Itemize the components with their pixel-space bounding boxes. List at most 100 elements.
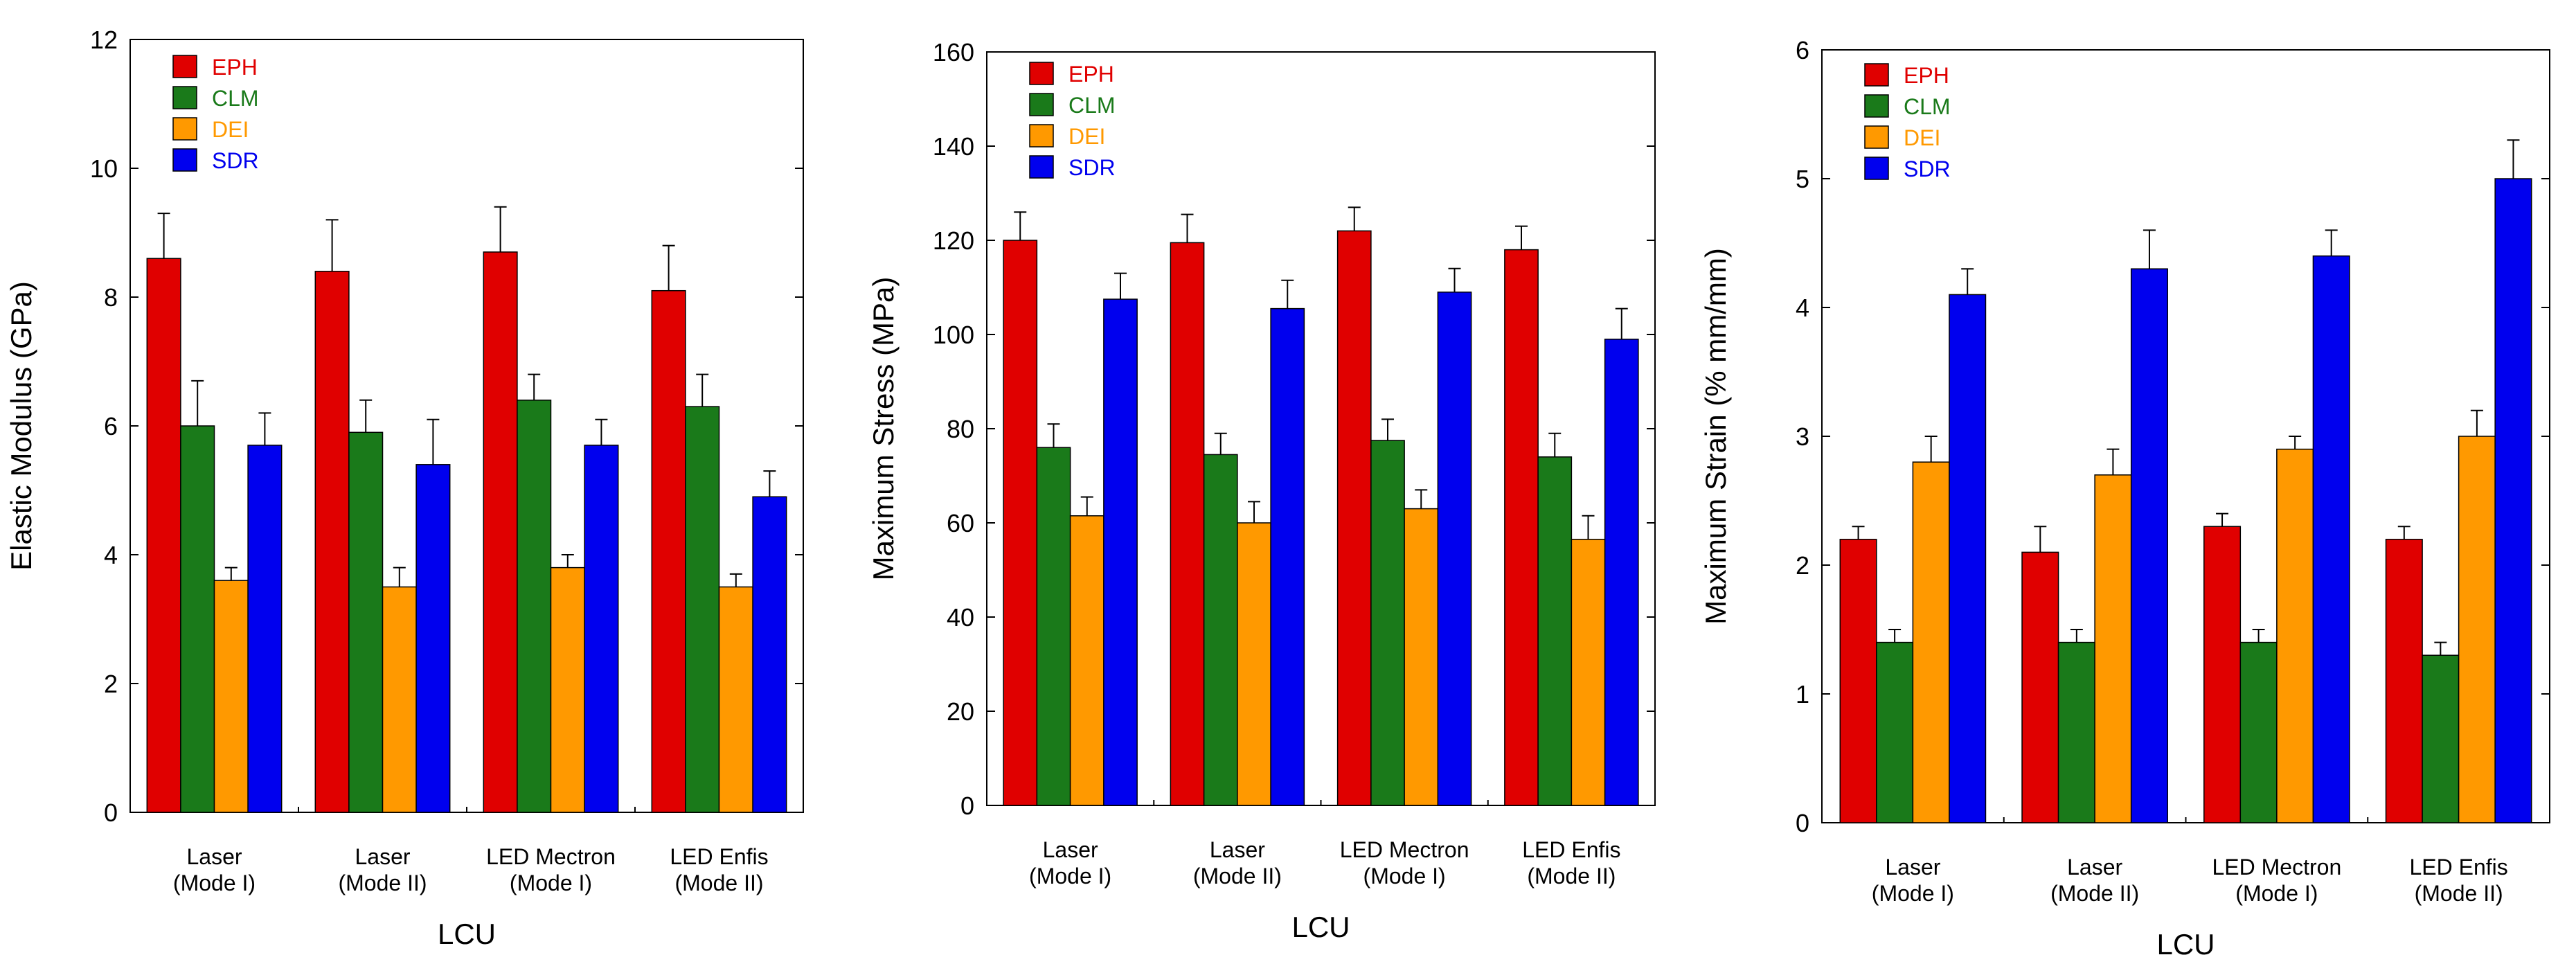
- bar-clm: [1203, 454, 1238, 806]
- legend-label-clm: CLM: [1904, 94, 1951, 119]
- legend-swatch-sdr: [1864, 157, 1889, 180]
- bar-sdr: [415, 464, 451, 813]
- bar-clm: [1876, 641, 1914, 823]
- y-tick-label: 2: [104, 670, 118, 698]
- y-tick-label: 40: [947, 603, 974, 632]
- x-tick-label: LED Enfis: [670, 844, 768, 869]
- legend-label-sdr: SDR: [1904, 157, 1951, 181]
- chart-maximum-stress: 0 20 40 60 80 100 120 140 160 Maximum Stress (MPa…: [867, 38, 1656, 943]
- bar-dei: [1069, 515, 1104, 806]
- y-tick-label: 4: [104, 541, 118, 569]
- bar-sdr: [584, 445, 619, 813]
- legend-swatch-clm: [172, 86, 197, 109]
- legend-swatch-clm: [1864, 94, 1889, 118]
- x-tick-label: (Mode II): [1527, 864, 1616, 889]
- bar-eph: [314, 271, 350, 813]
- y-tick-label: 12: [90, 26, 118, 54]
- y-tick-label: 6: [1796, 36, 1809, 64]
- bar-clm: [685, 406, 720, 813]
- bar-eph: [1504, 249, 1539, 806]
- y-tick-label: 5: [1796, 165, 1809, 193]
- legend-swatch-eph: [172, 55, 197, 78]
- bar-clm: [2239, 641, 2278, 823]
- x-tick-label: LED Mectron: [2212, 855, 2342, 880]
- y-tick-label: 1: [1796, 680, 1809, 708]
- bar-eph: [1170, 242, 1205, 806]
- legend-label-clm: CLM: [212, 86, 259, 111]
- legend-swatch-dei: [1864, 125, 1889, 149]
- bar-sdr: [2494, 178, 2532, 823]
- bar-dei: [718, 586, 753, 813]
- x-tick-label: (Mode I): [2235, 881, 2318, 906]
- legend-label-eph: EPH: [1068, 62, 1114, 87]
- legend-label-clm: CLM: [1068, 93, 1116, 118]
- y-tick-label: 0: [960, 792, 974, 820]
- x-tick-label: Laser: [186, 844, 242, 869]
- bar-clm: [1036, 447, 1071, 806]
- y-tick-label: 20: [947, 697, 974, 726]
- bar-clm: [2422, 654, 2460, 823]
- bar-clm: [1370, 440, 1405, 806]
- y-tick-label: 120: [933, 226, 974, 255]
- legend-swatch-dei: [172, 117, 197, 141]
- legend-swatch-sdr: [172, 148, 197, 172]
- y-tick-label: 160: [933, 38, 974, 66]
- bar-dei: [2276, 448, 2314, 823]
- bar-dei: [1571, 539, 1606, 806]
- bar-dei: [382, 586, 417, 813]
- legend-swatch-sdr: [1029, 155, 1054, 179]
- bar-sdr: [2312, 255, 2350, 823]
- x-axis-label: LCU: [2156, 928, 2215, 961]
- bar-eph: [2021, 551, 2059, 823]
- bar-clm: [2057, 641, 2095, 823]
- x-tick-label: (Mode I): [1363, 864, 1446, 889]
- x-tick-label: (Mode I): [510, 871, 592, 895]
- bar-eph: [1003, 240, 1038, 806]
- bar-clm: [517, 400, 552, 813]
- y-axis-label: Maximum Stress (MPa): [867, 277, 900, 581]
- y-tick-label: 140: [933, 132, 974, 161]
- bar-dei: [1237, 522, 1271, 806]
- legend-label-sdr: SDR: [212, 148, 259, 173]
- y-tick-label: 8: [104, 283, 118, 312]
- legend-swatch-dei: [1029, 124, 1054, 148]
- y-tick-label: 4: [1796, 294, 1809, 322]
- x-tick-label: Laser: [1043, 837, 1098, 862]
- bar-eph: [1839, 539, 1877, 823]
- bar-clm: [1537, 456, 1573, 806]
- x-tick-label: Laser: [355, 844, 410, 869]
- y-tick-label: 3: [1796, 422, 1809, 451]
- legend-label-dei: DEI: [1904, 125, 1940, 150]
- bar-sdr: [1270, 307, 1305, 806]
- bar-dei: [1404, 508, 1439, 806]
- bar-clm: [180, 425, 215, 813]
- bar-sdr: [1103, 298, 1138, 806]
- bar-eph: [483, 251, 518, 813]
- bar-eph: [2385, 539, 2423, 823]
- legend-swatch-eph: [1864, 63, 1889, 87]
- x-tick-label: LED Mectron: [486, 844, 616, 869]
- legend-label-eph: EPH: [1904, 63, 1949, 88]
- x-tick-label: LED Enfis: [1522, 837, 1620, 862]
- x-axis-label: LCU: [1291, 911, 1350, 943]
- x-tick-label: Laser: [1885, 855, 1940, 880]
- y-tick-label: 6: [104, 412, 118, 440]
- x-tick-label: (Mode I): [173, 871, 256, 895]
- legend-swatch-eph: [1029, 62, 1054, 85]
- bar-sdr: [1437, 292, 1472, 806]
- y-tick-label: 60: [947, 509, 974, 537]
- y-tick-label: 10: [90, 154, 118, 183]
- legend-label-dei: DEI: [1068, 124, 1105, 149]
- bar-eph: [1336, 230, 1372, 806]
- bar-sdr: [752, 496, 787, 813]
- x-tick-label: (Mode II): [2050, 881, 2139, 906]
- x-tick-label: LED Enfis: [2409, 855, 2507, 880]
- legend-label-eph: EPH: [212, 55, 258, 80]
- x-tick-label: (Mode II): [2415, 881, 2503, 906]
- x-tick-label: (Mode II): [338, 871, 427, 895]
- y-axis-label: Elastic Modulus (GPa): [5, 281, 37, 571]
- y-tick-label: 0: [104, 798, 118, 827]
- bar-dei: [550, 566, 585, 813]
